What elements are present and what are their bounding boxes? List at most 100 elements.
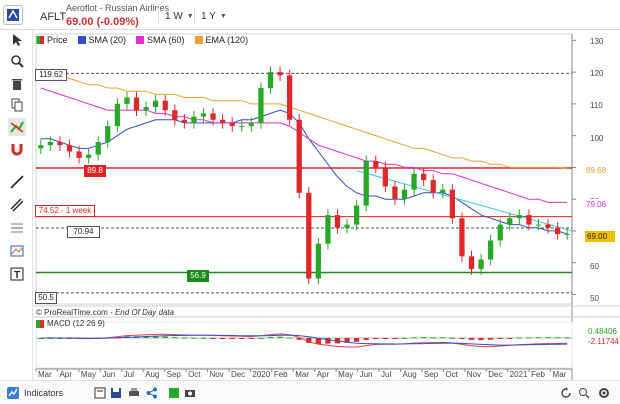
macd-histogram-bar [315, 338, 321, 344]
zoom-icon[interactable] [8, 52, 26, 70]
search-icon[interactable] [578, 386, 590, 400]
candle-body [229, 122, 235, 127]
candle-body [277, 72, 283, 76]
share-icon[interactable] [146, 386, 158, 400]
period-dropdown[interactable]: 1 Y ▼ [194, 8, 227, 24]
time-axis-label: Oct [188, 370, 201, 379]
chevron-down-icon: ▼ [186, 12, 194, 20]
level-tag-50-5[interactable]: 50.5 [35, 292, 57, 304]
time-axis-label: Feb [531, 370, 545, 379]
pointer-icon[interactable] [8, 31, 26, 49]
legend-item-sma20[interactable]: SMA (20) [77, 35, 126, 45]
save-icon[interactable] [110, 386, 122, 400]
series-legend: Price SMA (20) SMA (60) EMA (120) [36, 35, 248, 45]
trash-icon[interactable] [8, 75, 26, 93]
macd-legend[interactable]: MACD (12 26 9) [36, 319, 105, 328]
camera-icon[interactable] [184, 386, 196, 400]
candle-body [95, 142, 101, 155]
candle-body [440, 189, 446, 193]
print-icon[interactable] [128, 386, 140, 400]
level-tag-70-94[interactable]: 70.94 [67, 226, 100, 238]
time-axis-label: Sep [166, 370, 181, 379]
price-axis-label: 60 [590, 262, 599, 271]
candle-body [57, 142, 63, 146]
macd-histogram-bar [105, 337, 111, 339]
level-tag-89-8[interactable]: 89.8 [84, 165, 106, 177]
macd-histogram-bar [76, 338, 82, 339]
level-tag-119[interactable]: 119.62 [35, 69, 67, 81]
candle-body [363, 161, 369, 206]
ma-line [40, 68, 568, 169]
macd-histogram-bar [401, 337, 408, 339]
candle-body [535, 224, 542, 226]
pattern-icon[interactable] [8, 242, 26, 260]
time-axis-label: Dec [230, 370, 246, 379]
time-axis-label: Aug [145, 370, 160, 379]
macd-histogram-bar [468, 338, 475, 340]
time-axis-label: Mar [552, 370, 567, 379]
indicators-icon [7, 387, 19, 399]
price-axis-label: 50 [590, 294, 599, 303]
refresh-icon[interactable] [560, 386, 572, 400]
candle-body [507, 218, 513, 225]
level-tag-74-52[interactable]: 74.52 - 1 week [35, 205, 95, 217]
time-axis-label: Jul [123, 370, 134, 379]
indicators-button[interactable]: Indicators [6, 386, 63, 400]
legend-item-price[interactable]: Price [36, 35, 68, 45]
candle-body [200, 113, 207, 117]
macd-histogram-bar [220, 338, 226, 339]
macd-histogram-bar [488, 338, 494, 340]
macd-histogram-bar [66, 338, 73, 339]
time-axis-label: Nov [209, 370, 224, 379]
time-axis-label: 2021 [509, 370, 528, 379]
legend-item-sma60[interactable]: SMA (60) [136, 35, 185, 45]
interval-dropdown[interactable]: 1 W ▼ [158, 8, 194, 24]
macd-histogram-bar [181, 337, 187, 339]
candle-body [143, 107, 149, 111]
line-tool-icon[interactable] [8, 173, 26, 191]
macd-histogram-bar [421, 337, 427, 339]
macd-value-2: -2.11744 [588, 337, 619, 346]
candle-body [267, 72, 274, 88]
price-axis-label: 120 [590, 69, 604, 78]
time-axis-label: Mar [38, 370, 52, 379]
macd-histogram-bar [325, 338, 331, 344]
text-tool-icon[interactable]: T [8, 265, 26, 283]
alert-icon[interactable] [94, 386, 106, 400]
candle-body [296, 119, 302, 193]
legend-label: SMA (60) [147, 35, 185, 45]
candle-body [105, 126, 111, 142]
legend-item-ema120[interactable]: EMA (120) [194, 35, 249, 45]
price-axis-label: 130 [590, 37, 604, 46]
time-axis-label: Nov [466, 370, 482, 379]
trend-toggle-icon[interactable] [8, 118, 26, 136]
time-axis-label: Sep [423, 370, 439, 379]
macd-histogram-bar [229, 338, 235, 339]
candle-body [239, 126, 245, 128]
snapshot-icon[interactable] [168, 386, 180, 400]
macd-histogram-bar [172, 337, 178, 339]
parallel-lines-icon[interactable] [8, 196, 26, 214]
macd-histogram-bar [191, 337, 197, 339]
legend-label: EMA (120) [205, 35, 249, 45]
candle-body [526, 215, 532, 225]
candle-body [191, 116, 197, 123]
macd-histogram-bar [478, 338, 484, 341]
settings-icon[interactable] [598, 386, 610, 400]
candle-body [86, 154, 92, 158]
copy-icon[interactable] [8, 96, 26, 114]
macd-frame [35, 321, 573, 369]
price-axis-label: 100 [590, 134, 604, 143]
macd-histogram-bar [382, 338, 388, 339]
macd-histogram-bar [162, 336, 168, 338]
drawing-toolbar: T [0, 30, 33, 380]
magnet-icon[interactable] [8, 140, 26, 158]
level-tag-56-9[interactable]: 56.9 [187, 270, 209, 282]
data-source: © ProRealTime.com - End Of Day data [36, 308, 174, 317]
time-axis-label: Jun [102, 370, 116, 379]
fibonacci-icon[interactable] [8, 219, 26, 237]
time-axis-label: Apr [59, 370, 72, 379]
instrument-name: Aeroflot - Russian Airlines [66, 3, 170, 13]
source-note: End Of Day data [114, 308, 175, 317]
time-axis-label: Aug [402, 370, 417, 379]
